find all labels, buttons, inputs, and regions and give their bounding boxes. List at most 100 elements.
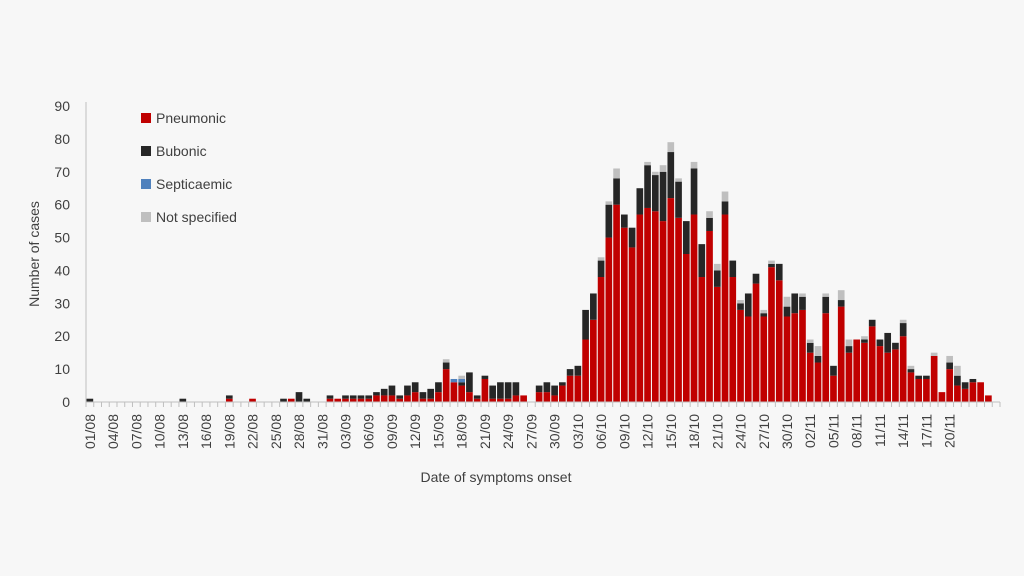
bar-bubonic-68 (613, 178, 620, 205)
x-tick-label: 21/09 (477, 414, 493, 449)
bar-bubonic-72 (644, 165, 651, 208)
bar-not-specified-67 (605, 201, 613, 205)
bar-bubonic-111 (946, 362, 953, 370)
bar-bubonic-106 (907, 369, 915, 373)
bar-pneumonic-86 (752, 283, 760, 402)
x-tick-label: 15/10 (663, 414, 679, 449)
x-tick-label: 27/09 (523, 414, 539, 449)
x-tick-label: 16/08 (198, 414, 214, 449)
bar-bubonic-113 (961, 382, 969, 389)
bar-pneumonic-90 (783, 316, 791, 402)
bar-pneumonic-62 (566, 375, 574, 402)
y-tick-label: 40 (54, 262, 70, 278)
bar-not-specified-48 (458, 375, 465, 379)
y-tick-label: 70 (54, 164, 70, 180)
bar-pneumonic-83 (729, 277, 737, 402)
bar-not-specified-95 (822, 293, 830, 297)
bar-not-specified-94 (814, 346, 822, 356)
bar-bubonic-102 (876, 339, 884, 347)
bar-pneumonic-59 (543, 392, 551, 402)
x-tick-label: 01/08 (82, 414, 98, 449)
x-tick-label: 05/11 (825, 414, 841, 448)
bar-pneumonic-92 (799, 309, 806, 402)
y-tick-label: 10 (54, 361, 70, 377)
bar-not-specified-88 (768, 260, 775, 264)
bar-not-specified-81 (713, 263, 721, 271)
bar-bubonic-55 (512, 382, 520, 396)
bar-not-specified-75 (667, 142, 675, 153)
bar-bubonic-43 (419, 392, 427, 399)
bar-bubonic-46 (442, 362, 450, 370)
bar-not-specified-106 (907, 365, 915, 370)
bar-not-specified-90 (783, 296, 791, 307)
bar-pneumonic-41 (404, 395, 411, 402)
bar-pneumonic-100 (861, 342, 868, 402)
bar-bubonic-53 (497, 382, 504, 399)
bar-pneumonic-58 (535, 392, 543, 402)
bar-not-specified-100 (861, 336, 868, 340)
bar-not-specified-66 (597, 257, 605, 261)
bar-pneumonic-102 (876, 346, 884, 402)
bar-bubonic-37 (373, 392, 380, 396)
bar-pneumonic-106 (907, 372, 915, 402)
bar-pneumonic-76 (675, 217, 682, 402)
bar-pneumonic-26 (287, 398, 295, 402)
legend-swatch-pneumonic (141, 113, 151, 123)
bar-pneumonic-39 (388, 395, 396, 402)
bar-pneumonic-101 (868, 326, 876, 402)
bar-bubonic-114 (969, 378, 977, 383)
bar-bubonic-104 (892, 342, 899, 350)
bar-bubonic-94 (814, 355, 822, 363)
bar-pneumonic-70 (628, 247, 636, 402)
x-tick-label: 11/11 (872, 414, 888, 447)
x-tick-label: 06/09 (361, 414, 377, 449)
bar-pneumonic-80 (706, 230, 713, 402)
bar-pneumonic-18 (225, 398, 233, 402)
x-tick-label: 12/10 (640, 414, 656, 449)
x-axis: 01/08 04/08 07/08 10/08 13/08 16/08 19/08 22/08… (82, 401, 1001, 449)
bar-not-specified-92 (799, 293, 806, 297)
legend-swatch-not-specified (141, 212, 151, 222)
bar-bubonic-78 (690, 168, 698, 215)
bar-bubonic-77 (682, 221, 690, 254)
bar-pneumonic-104 (892, 349, 899, 402)
bar-pneumonic-37 (373, 395, 380, 402)
bar-bubonic-71 (636, 188, 644, 215)
bar-bubonic-70 (628, 227, 636, 248)
bar-bubonic-28 (303, 398, 311, 402)
bar-bubonic-92 (799, 296, 806, 310)
bar-bubonic-33 (342, 395, 349, 399)
bar-pneumonic-69 (621, 227, 628, 402)
bar-pneumonic-51 (481, 378, 489, 402)
legend-swatch-bubonic (141, 146, 151, 156)
bar-pneumonic-107 (915, 378, 922, 402)
bar-not-specified-80 (706, 211, 713, 218)
bar-not-specified-111 (946, 355, 953, 363)
legend: Pneumonic Bubonic Septicaemic Not specified (141, 110, 237, 225)
x-axis-title: Date of symptoms onset (421, 469, 572, 485)
bar-pneumonic-79 (698, 277, 706, 402)
x-tick-label: 06/10 (593, 414, 609, 449)
bar-pneumonic-55 (512, 395, 520, 402)
x-tick-label: 25/08 (268, 414, 284, 449)
bar-pneumonic-113 (961, 388, 969, 402)
bar-bubonic-40 (396, 395, 404, 399)
bar-pneumonic-116 (985, 395, 992, 402)
bar-bubonic-86 (752, 273, 760, 284)
bar-pneumonic-72 (644, 207, 651, 402)
bar-bubonic-73 (651, 175, 659, 212)
bar-bubonic-103 (884, 332, 892, 353)
bar-pneumonic-97 (837, 306, 845, 402)
bar-bubonic-48 (458, 382, 465, 386)
bar-pneumonic-42 (411, 392, 419, 402)
bar-pneumonic-98 (845, 352, 853, 402)
legend-label-not-specified: Not specified (156, 209, 237, 225)
bar-bubonic-88 (768, 263, 775, 268)
bar-pneumonic-32 (334, 398, 342, 402)
bar-bubonic-66 (597, 260, 605, 278)
bar-pneumonic-75 (667, 198, 675, 402)
bar-pneumonic-78 (690, 214, 698, 402)
x-tick-label: 07/08 (128, 414, 144, 449)
bar-pneumonic-93 (806, 352, 814, 402)
bar-bubonic-98 (845, 346, 853, 353)
